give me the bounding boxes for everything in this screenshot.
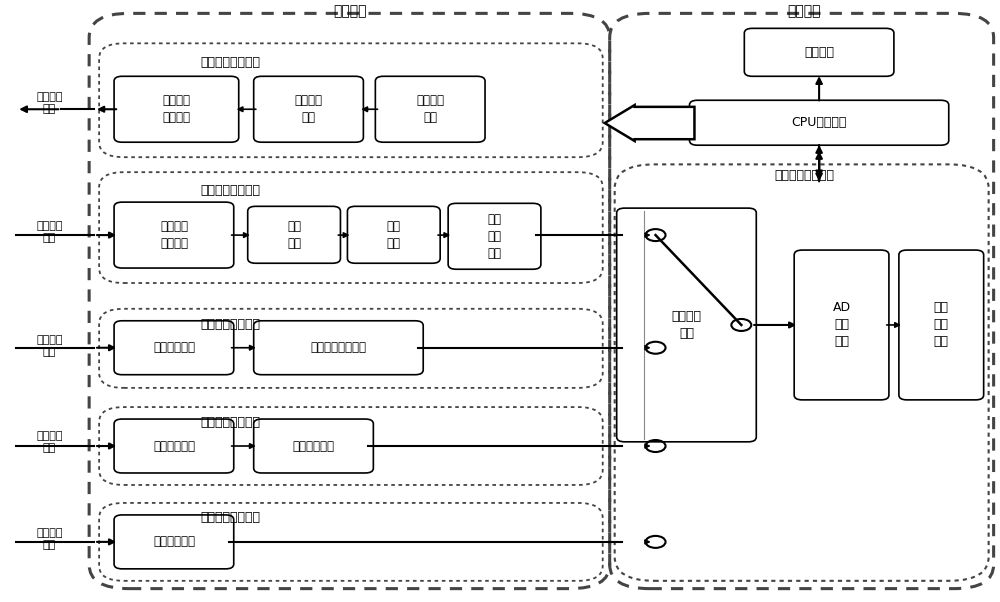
FancyBboxPatch shape	[794, 250, 889, 400]
Text: 阻抗变换单元: 阻抗变换单元	[153, 439, 195, 453]
Text: 电压测量
接口: 电压测量 接口	[36, 528, 63, 550]
Text: 电压测量通道模块: 电压测量通道模块	[201, 512, 261, 524]
Text: 射频幅度
调理单元: 射频幅度 调理单元	[160, 220, 188, 250]
FancyBboxPatch shape	[114, 419, 234, 473]
FancyBboxPatch shape	[689, 101, 949, 145]
Text: 频谱测量
接口: 频谱测量 接口	[36, 222, 63, 243]
Text: 结果显示: 结果显示	[804, 46, 834, 59]
FancyBboxPatch shape	[617, 208, 756, 442]
FancyBboxPatch shape	[375, 76, 485, 142]
FancyBboxPatch shape	[114, 515, 234, 569]
Text: 功率放大
单元: 功率放大 单元	[295, 95, 323, 124]
Text: 频谱测量通道模块: 频谱测量通道模块	[201, 184, 261, 197]
Text: AD
变换
单元: AD 变换 单元	[832, 302, 851, 349]
FancyBboxPatch shape	[248, 206, 340, 263]
FancyBboxPatch shape	[744, 28, 894, 76]
FancyBboxPatch shape	[254, 76, 363, 142]
Text: 中频
调理
单元: 中频 调理 单元	[488, 213, 502, 260]
Text: 射频检波单元: 射频检波单元	[153, 341, 195, 354]
FancyBboxPatch shape	[254, 419, 373, 473]
Text: CPU控制模块: CPU控制模块	[791, 116, 847, 129]
Text: 频率合成
单元: 频率合成 单元	[416, 95, 444, 124]
FancyBboxPatch shape	[114, 76, 239, 142]
Text: 比例变换单元: 比例变换单元	[153, 535, 195, 548]
Text: 幅度调理单元: 幅度调理单元	[293, 439, 335, 453]
FancyBboxPatch shape	[114, 321, 234, 374]
Text: 数字信号处理模块: 数字信号处理模块	[774, 169, 834, 182]
Text: 滤波
单元: 滤波 单元	[387, 220, 401, 250]
FancyBboxPatch shape	[448, 203, 541, 269]
Text: 波形测量
接口: 波形测量 接口	[36, 431, 63, 453]
Text: 模拟部分: 模拟部分	[334, 5, 367, 19]
Text: 中频幅度调理单元: 中频幅度调理单元	[310, 341, 366, 354]
FancyBboxPatch shape	[347, 206, 440, 263]
Polygon shape	[605, 105, 694, 141]
Text: 波形测量通道模块: 波形测量通道模块	[201, 415, 261, 429]
Text: 功率测量
接口: 功率测量 接口	[36, 335, 63, 357]
FancyBboxPatch shape	[114, 202, 234, 268]
FancyBboxPatch shape	[899, 250, 984, 400]
Text: 信号发生通道模块: 信号发生通道模块	[201, 56, 261, 69]
Text: 射频稳幅
控制单元: 射频稳幅 控制单元	[162, 95, 190, 124]
Text: 混频
单元: 混频 单元	[287, 220, 301, 250]
Text: 开关选择
单元: 开关选择 单元	[671, 310, 701, 340]
Text: 功率测量通道模块: 功率测量通道模块	[201, 318, 261, 332]
FancyBboxPatch shape	[254, 321, 423, 374]
Text: 数据
处理
单元: 数据 处理 单元	[934, 302, 949, 349]
Text: 信号发生
接口: 信号发生 接口	[36, 93, 63, 114]
Text: 数字部分: 数字部分	[787, 5, 821, 19]
